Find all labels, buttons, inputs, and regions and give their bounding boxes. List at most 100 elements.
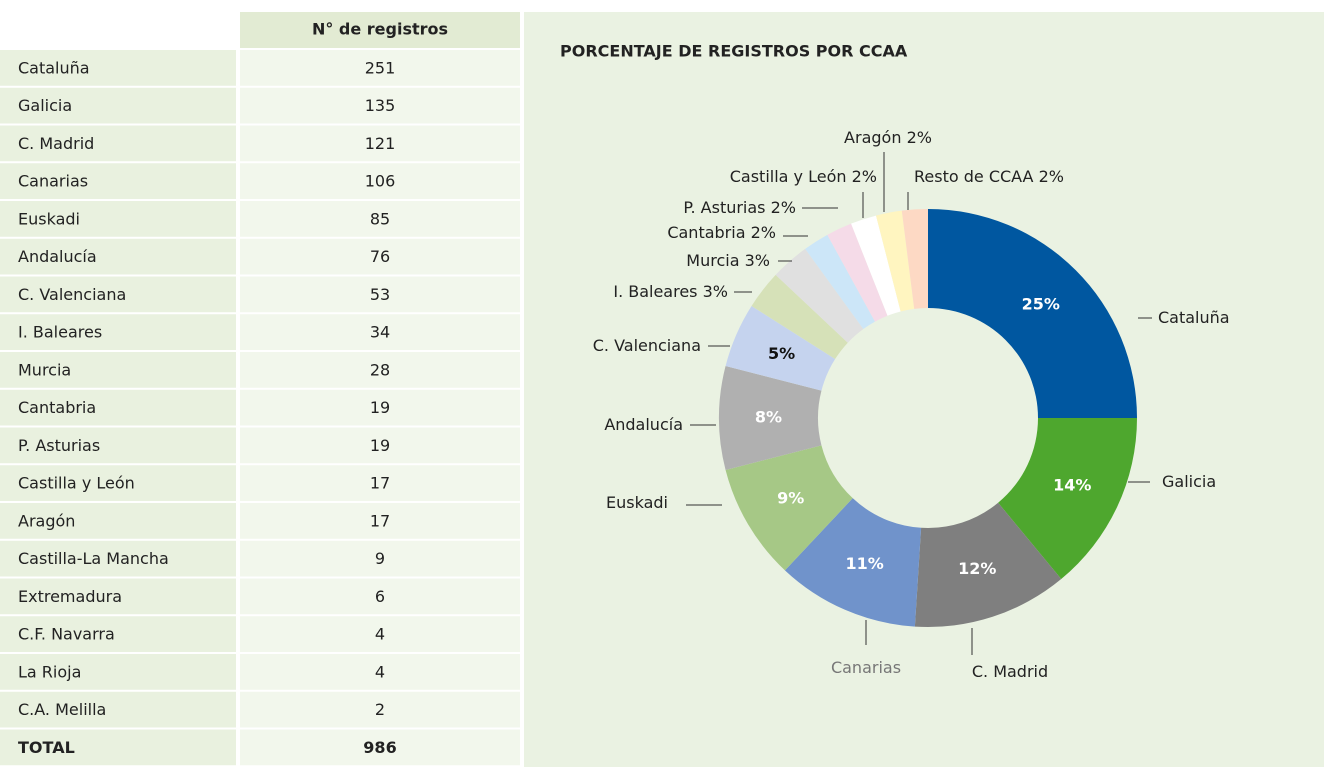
value-cell <box>240 125 520 162</box>
slice-label: Andalucía <box>604 415 683 434</box>
slice-name: Castilla y León <box>730 167 847 186</box>
row-value: 19 <box>370 398 390 417</box>
slice <box>775 248 864 343</box>
slice-label: Galicia <box>1162 472 1216 491</box>
name-cell <box>0 503 236 539</box>
row-name: Andalucía <box>18 247 97 266</box>
slice-name: C. Valenciana <box>593 336 701 355</box>
row-value: 17 <box>370 511 390 530</box>
row-name: Aragón <box>18 511 75 530</box>
name-cell <box>0 427 236 464</box>
slice-label: Murcia 3% <box>686 251 770 270</box>
value-label: 8% <box>755 408 782 427</box>
slice <box>998 418 1137 580</box>
row-name: C.F. Navarra <box>18 625 115 644</box>
row-value: 53 <box>370 285 390 304</box>
value-cell <box>240 540 520 577</box>
value-label: 12% <box>958 559 996 578</box>
slice-name: Aragón <box>844 128 901 147</box>
slice-label: Euskadi <box>606 493 668 512</box>
slice-label: Aragón 2% <box>844 128 932 147</box>
slice-label: Resto de CCAA 2% <box>914 167 1064 186</box>
slice <box>914 502 1062 627</box>
row-name: Canarias <box>18 172 88 191</box>
row-name: Castilla y León <box>18 474 135 493</box>
value-cell <box>240 314 520 350</box>
slice-value: 2% <box>751 223 776 242</box>
value-cell <box>240 578 520 615</box>
row-name: Murcia <box>18 360 71 379</box>
row-name: Extremadura <box>18 587 122 606</box>
slice-value: 2% <box>852 167 877 186</box>
name-cell <box>0 163 236 199</box>
name-cell <box>0 352 236 388</box>
row-name: Cantabria <box>18 398 96 417</box>
slice-label: P. Asturias 2% <box>683 198 796 217</box>
chart-panel <box>524 12 1324 767</box>
name-cell <box>0 578 236 615</box>
slice <box>725 445 853 571</box>
slice-value: 2% <box>771 198 796 217</box>
slice-name: Murcia <box>686 251 739 270</box>
row-name: Galicia <box>18 96 72 115</box>
row-name: C. Madrid <box>18 134 94 153</box>
value-cell <box>240 201 520 237</box>
slice-label: Canarias <box>831 658 901 677</box>
value-label: 14% <box>1053 475 1091 494</box>
row-value: 85 <box>370 209 390 228</box>
row-value: 4 <box>375 662 385 681</box>
slice-name: Euskadi <box>606 493 668 512</box>
row-value: 9 <box>375 549 385 568</box>
value-cell <box>240 691 520 728</box>
name-cell <box>0 691 236 728</box>
slice-name: C. Madrid <box>972 662 1048 681</box>
value-label: 25% <box>1022 295 1060 314</box>
slice <box>718 366 822 470</box>
row-value: 2 <box>375 700 385 719</box>
slice-label: I. Baleares 3% <box>613 282 728 301</box>
row-value: 17 <box>370 474 390 493</box>
slice-name: Canarias <box>831 658 901 677</box>
slice <box>805 234 876 330</box>
name-cell <box>0 616 236 652</box>
slice <box>751 274 848 360</box>
header-cell <box>240 12 520 48</box>
slice-name: Resto de CCAA <box>914 167 1034 186</box>
slice <box>901 209 928 309</box>
chart-title: PORCENTAJE DE REGISTROS POR CCAA <box>560 42 908 61</box>
slice-label: Cataluña <box>1158 308 1230 327</box>
slice-name: P. Asturias <box>683 198 765 217</box>
slice-name: Cantabria <box>667 223 745 242</box>
slice <box>928 209 1137 418</box>
value-cell <box>240 389 520 426</box>
value-cell <box>240 654 520 690</box>
value-cell <box>240 238 520 275</box>
name-cell <box>0 314 236 350</box>
row-value: 135 <box>365 96 396 115</box>
name-cell <box>0 654 236 690</box>
slice <box>725 306 836 391</box>
row-value: 34 <box>370 323 390 342</box>
value-label: 5% <box>768 344 795 363</box>
value-cell <box>240 163 520 199</box>
row-name: Euskadi <box>18 209 80 228</box>
name-cell <box>0 389 236 426</box>
slice-label: Cantabria 2% <box>667 223 776 242</box>
slice <box>827 223 888 322</box>
name-cell <box>0 465 236 501</box>
row-name: C.A. Melilla <box>18 700 106 719</box>
name-cell <box>0 729 236 766</box>
slice <box>851 215 901 316</box>
row-name: C. Valenciana <box>18 285 126 304</box>
row-name: P. Asturias <box>18 436 100 455</box>
row-value: 76 <box>370 247 390 266</box>
row-value: 106 <box>365 172 396 191</box>
slice-label: C. Madrid <box>972 662 1048 681</box>
slice-value: 3% <box>703 282 728 301</box>
value-cell <box>240 729 520 766</box>
value-cell <box>240 50 520 86</box>
slice <box>876 210 915 312</box>
value-label: 9% <box>777 489 804 508</box>
